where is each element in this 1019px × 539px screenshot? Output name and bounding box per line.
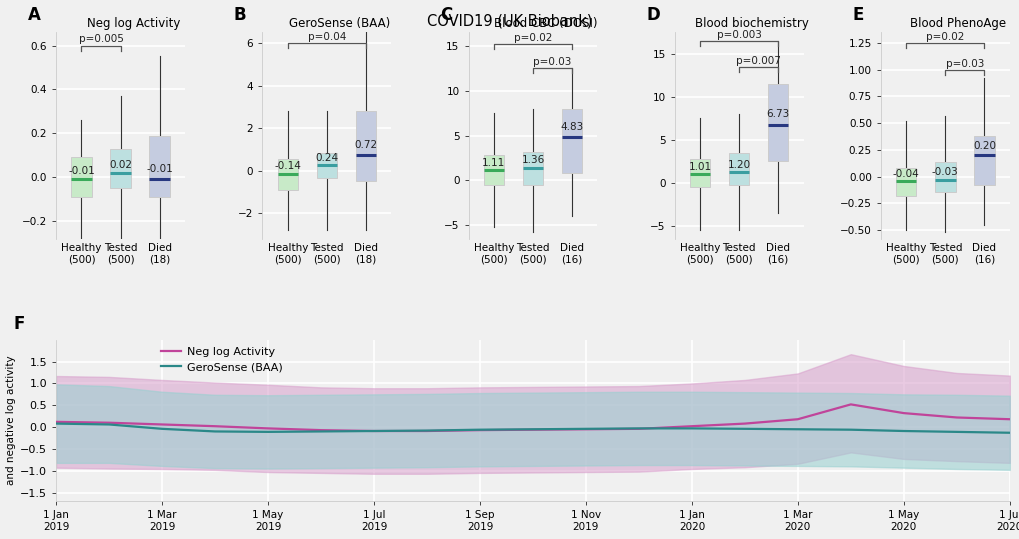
Text: F: F [13, 315, 24, 333]
Bar [523, 151, 542, 185]
Text: 0.20: 0.20 [972, 141, 995, 151]
Text: 1.20: 1.20 [727, 160, 750, 170]
Text: -0.03: -0.03 [931, 168, 958, 177]
Bar [110, 149, 130, 188]
Neg log Activity [844, 401, 856, 407]
GeroSense (BAA) [368, 428, 380, 434]
Text: p=0.04: p=0.04 [308, 32, 345, 42]
Bar [483, 155, 503, 185]
Neg log Activity [950, 414, 962, 421]
Title: Blood CBC (DOSI): Blood CBC (DOSI) [493, 17, 597, 30]
GeroSense (BAA) [950, 429, 962, 435]
Title: Neg log Activity: Neg log Activity [87, 17, 180, 30]
Neg log Activity [421, 428, 433, 434]
Text: 0.02: 0.02 [109, 160, 131, 170]
Neg log Activity [50, 419, 62, 425]
Bar [729, 153, 749, 184]
Bar [896, 168, 915, 196]
Text: A: A [28, 6, 41, 24]
GeroSense (BAA) [209, 428, 221, 434]
Text: -0.14: -0.14 [274, 161, 301, 171]
Text: COVID19 (UK Biobank): COVID19 (UK Biobank) [427, 13, 592, 29]
GeroSense (BAA) [315, 428, 327, 434]
GeroSense (BAA) [421, 427, 433, 434]
GeroSense (BAA) [50, 420, 62, 427]
Y-axis label: Normalized GeroSense BAA
and negative log activity: Normalized GeroSense BAA and negative lo… [0, 349, 16, 493]
Neg log Activity [897, 410, 909, 416]
GeroSense (BAA) [156, 426, 168, 432]
Text: -0.01: -0.01 [146, 164, 173, 175]
Neg log Activity [579, 426, 591, 432]
Line: Neg log Activity: Neg log Activity [56, 404, 1009, 431]
Neg log Activity [738, 420, 750, 427]
GeroSense (BAA) [897, 428, 909, 434]
GeroSense (BAA) [474, 426, 486, 433]
Text: D: D [646, 6, 659, 24]
Neg log Activity [526, 426, 538, 433]
Bar [934, 162, 955, 192]
Bar [71, 157, 92, 197]
Title: Blood PhenoAge: Blood PhenoAge [909, 17, 1006, 30]
Text: p=0.03: p=0.03 [945, 59, 983, 69]
Bar [356, 111, 376, 181]
Text: -0.04: -0.04 [892, 169, 919, 179]
Text: C: C [440, 6, 452, 24]
Neg log Activity [315, 427, 327, 433]
GeroSense (BAA) [579, 426, 591, 432]
Text: 1.36: 1.36 [521, 155, 544, 165]
GeroSense (BAA) [632, 425, 644, 432]
GeroSense (BAA) [791, 426, 803, 432]
Text: 0.72: 0.72 [354, 140, 377, 150]
GeroSense (BAA) [738, 426, 750, 432]
Bar [973, 136, 994, 185]
Bar [277, 159, 298, 190]
Neg log Activity [156, 421, 168, 428]
Neg log Activity [1003, 416, 1015, 423]
Neg log Activity [262, 425, 274, 432]
Neg log Activity [685, 423, 697, 430]
Title: GeroSense (BAA): GeroSense (BAA) [288, 17, 390, 30]
Text: 1.11: 1.11 [482, 158, 505, 168]
Text: p=0.007: p=0.007 [736, 56, 781, 66]
GeroSense (BAA) [1003, 430, 1015, 436]
Bar [316, 153, 336, 178]
Neg log Activity [209, 423, 221, 430]
Text: B: B [233, 6, 247, 24]
Text: p=0.03: p=0.03 [533, 57, 571, 67]
GeroSense (BAA) [262, 429, 274, 435]
Text: p=0.003: p=0.003 [716, 30, 761, 40]
Neg log Activity [103, 419, 115, 426]
Bar [767, 84, 788, 161]
GeroSense (BAA) [685, 425, 697, 432]
Legend: Neg log Activity, GeroSense (BAA): Neg log Activity, GeroSense (BAA) [157, 342, 287, 377]
Text: 6.73: 6.73 [766, 109, 789, 119]
Text: p=0.02: p=0.02 [925, 32, 964, 42]
Neg log Activity [791, 416, 803, 423]
Neg log Activity [368, 428, 380, 434]
GeroSense (BAA) [526, 426, 538, 432]
Text: p=0.02: p=0.02 [514, 33, 551, 43]
Text: 1.01: 1.01 [688, 162, 711, 172]
Title: Blood biochemistry: Blood biochemistry [694, 17, 808, 30]
Text: 4.83: 4.83 [559, 122, 583, 132]
Text: E: E [852, 6, 863, 24]
GeroSense (BAA) [103, 421, 115, 428]
Bar [689, 158, 709, 187]
Text: -0.01: -0.01 [68, 166, 95, 176]
Bar [561, 108, 582, 173]
Text: 0.24: 0.24 [315, 154, 338, 163]
GeroSense (BAA) [844, 426, 856, 433]
Neg log Activity [632, 426, 644, 432]
Bar [150, 135, 169, 197]
Text: p=0.005: p=0.005 [78, 34, 123, 45]
Neg log Activity [474, 427, 486, 433]
Line: GeroSense (BAA): GeroSense (BAA) [56, 424, 1009, 433]
